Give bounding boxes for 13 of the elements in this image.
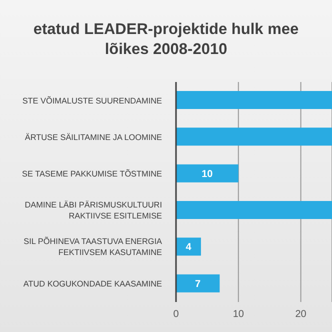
y-tick-label: ÄRTUSE SÄILITAMINE JA LOOMINE <box>24 133 163 142</box>
x-tick-label: 20 <box>295 309 307 320</box>
y-tick-label: DAMINE LÄBI PÄRISMUSKULTUURI RAKTIIVSE ESITLEMISE <box>24 200 163 220</box>
data-label: 10 <box>202 168 214 180</box>
data-label: 4 <box>186 242 192 254</box>
y-tick-label: ATUD KOGUKONDADE KAASAMINE <box>23 280 163 289</box>
data-label: 7 <box>195 278 202 290</box>
y-tick-label: SE TASEME PAKKUMISE TÕSTMINE <box>22 168 163 179</box>
x-tick-label: 10 <box>232 309 244 320</box>
x-tick-label: 0 <box>173 309 180 320</box>
y-tick-label: SIL PÕHINEVA TAASTUVA ENERGIA FEKTIIVSEM KASUTAMINE <box>24 236 163 257</box>
y-tick-label: STE VÕIMALUSTE SUURENDAMINE <box>22 95 163 106</box>
chart-title: etatud LEADER-projektide hulk mee lõikes 2008-2010 <box>32 20 300 60</box>
